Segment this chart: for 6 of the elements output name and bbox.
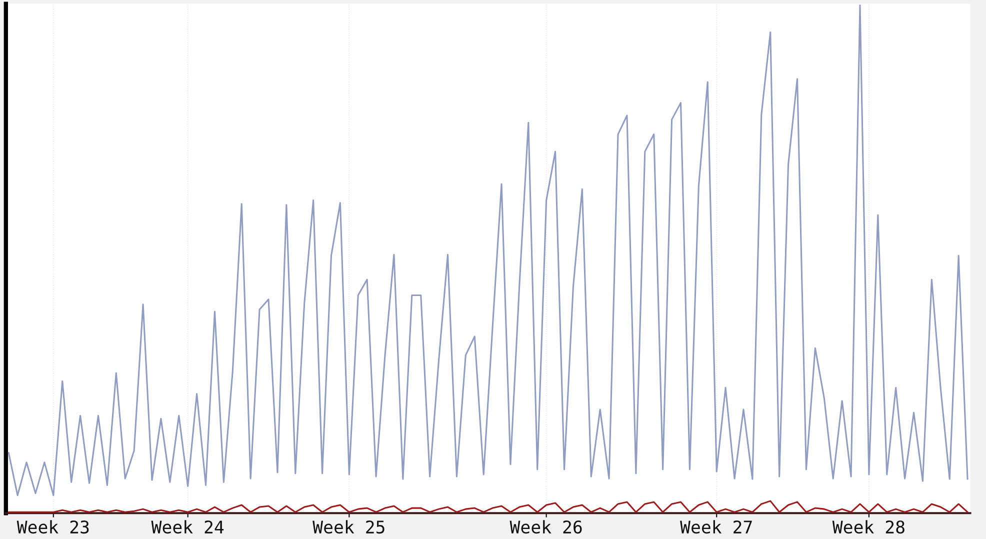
x-tick-label: Week 23 <box>16 520 89 534</box>
x-tick-label: Week 24 <box>151 520 224 534</box>
x-tick-label: Week 28 <box>832 520 904 534</box>
x-tick-label: Week 27 <box>680 520 752 534</box>
x-tick-label: Week 25 <box>312 520 384 534</box>
x-tick-label: Week 26 <box>510 520 582 534</box>
